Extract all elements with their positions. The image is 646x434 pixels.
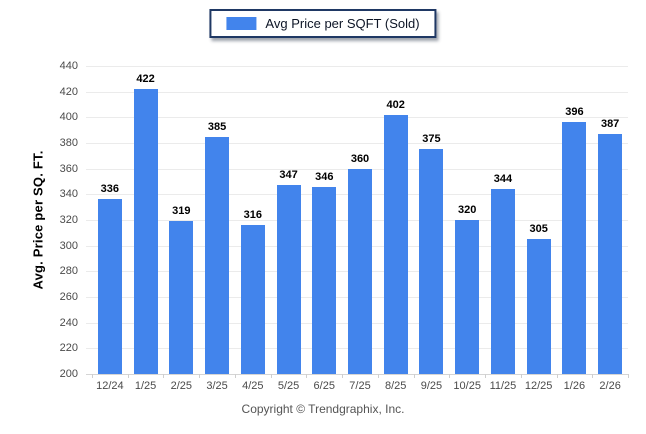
bar-3-25 (205, 136, 230, 374)
x-tick-label: 8/25 (385, 380, 407, 392)
bar-value-label: 319 (172, 205, 191, 218)
bar-value-label: 402 (386, 98, 405, 111)
x-axis-tick (270, 374, 272, 378)
y-tick-label: 200 (59, 368, 78, 380)
plot-area: 336 12/24 422 1/25 319 2/25 385 3/25 316 4/25 347 5… (86, 66, 629, 392)
y-tick-label: 320 (59, 214, 78, 226)
x-tick-label: 3/25 (206, 380, 228, 392)
bar-8-25 (383, 114, 408, 374)
x-axis-tick (377, 374, 379, 378)
bar-value-label: 385 (207, 120, 227, 133)
bar-value-label: 422 (136, 73, 155, 86)
y-tick-label: 400 (59, 111, 78, 124)
gridline (86, 374, 628, 375)
bar-value-label: 375 (422, 133, 441, 146)
gridline (86, 91, 628, 93)
bar-value-label: 387 (600, 118, 620, 131)
x-tick-label: 1/26 (563, 380, 586, 392)
x-axis-tick (449, 374, 451, 378)
bar-value-label: 346 (315, 170, 334, 183)
x-axis-tick (520, 374, 522, 378)
bar-2-26 (598, 134, 623, 374)
bar-12-24 (97, 199, 122, 374)
x-tick-label: 9/25 (420, 380, 443, 392)
y-tick-label: 360 (59, 162, 78, 175)
gridline (86, 143, 628, 144)
bar-4-25 (240, 225, 265, 374)
bar-1-25 (133, 89, 158, 374)
bar-9-25 (419, 149, 444, 374)
x-tick-label: 1/25 (134, 380, 157, 392)
x-tick-label: 2/25 (170, 380, 193, 392)
x-tick-label: 7/25 (349, 380, 371, 392)
bar-7-25 (348, 168, 372, 374)
y-tick-label: 260 (59, 291, 78, 303)
chart-legend: Avg Price per SQFT (Sold) (209, 9, 437, 38)
copyright-text: Copyright © Trendgraphix, Inc. (241, 402, 405, 416)
x-tick-label: 2/26 (599, 380, 621, 392)
bar-value-label: 305 (529, 223, 548, 236)
y-tick-label: 440 (59, 60, 78, 72)
x-axis-tick (92, 374, 93, 378)
bar-value-label: 360 (350, 152, 370, 165)
x-tick-label: 10/25 (453, 380, 481, 392)
bar-10-25 (455, 220, 480, 374)
gridline (86, 117, 628, 119)
x-axis-tick (199, 374, 201, 378)
y-tick-label: 280 (59, 265, 78, 278)
bar-11-25 (490, 189, 515, 374)
x-axis-tick (306, 374, 308, 378)
bar-2-25 (169, 221, 194, 374)
x-tick-label: 4/25 (242, 380, 264, 392)
y-tick-label: 380 (59, 137, 78, 149)
x-tick-label: 5/25 (277, 380, 300, 392)
y-tick-label: 220 (59, 342, 78, 355)
bar-value-label: 396 (565, 106, 584, 119)
x-axis-tick (234, 374, 236, 378)
bar-1-26 (562, 122, 587, 374)
bar-value-label: 336 (100, 183, 120, 196)
x-axis-tick (485, 374, 487, 378)
legend-label: Avg Price per SQFT (Sold) (265, 16, 420, 31)
bar-value-label: 344 (493, 173, 513, 186)
x-axis-tick (342, 374, 344, 378)
bar-12-25 (526, 239, 551, 374)
x-axis-tick (163, 374, 165, 378)
legend-swatch (226, 17, 257, 30)
x-tick-label: 12/25 (524, 380, 553, 392)
bar-6-25 (312, 186, 337, 374)
x-axis-tick (413, 374, 415, 378)
x-axis-tick (127, 374, 129, 378)
y-tick-label: 340 (59, 188, 78, 201)
y-tick-label: 420 (59, 85, 78, 98)
x-tick-label: 11/25 (489, 380, 517, 392)
x-axis-tick (556, 374, 558, 378)
gridline (86, 66, 628, 67)
y-tick-label: 240 (59, 316, 78, 329)
x-axis-tick (628, 374, 629, 378)
x-tick-label: 12/24 (96, 380, 124, 392)
bar-value-label: 320 (458, 204, 477, 216)
x-tick-label: 6/25 (313, 380, 335, 392)
bar-value-label: 316 (243, 209, 262, 222)
bar-value-label: 347 (279, 169, 298, 182)
bar-5-25 (276, 185, 301, 374)
y-tick-label: 300 (59, 239, 78, 252)
x-axis-tick (592, 374, 594, 378)
